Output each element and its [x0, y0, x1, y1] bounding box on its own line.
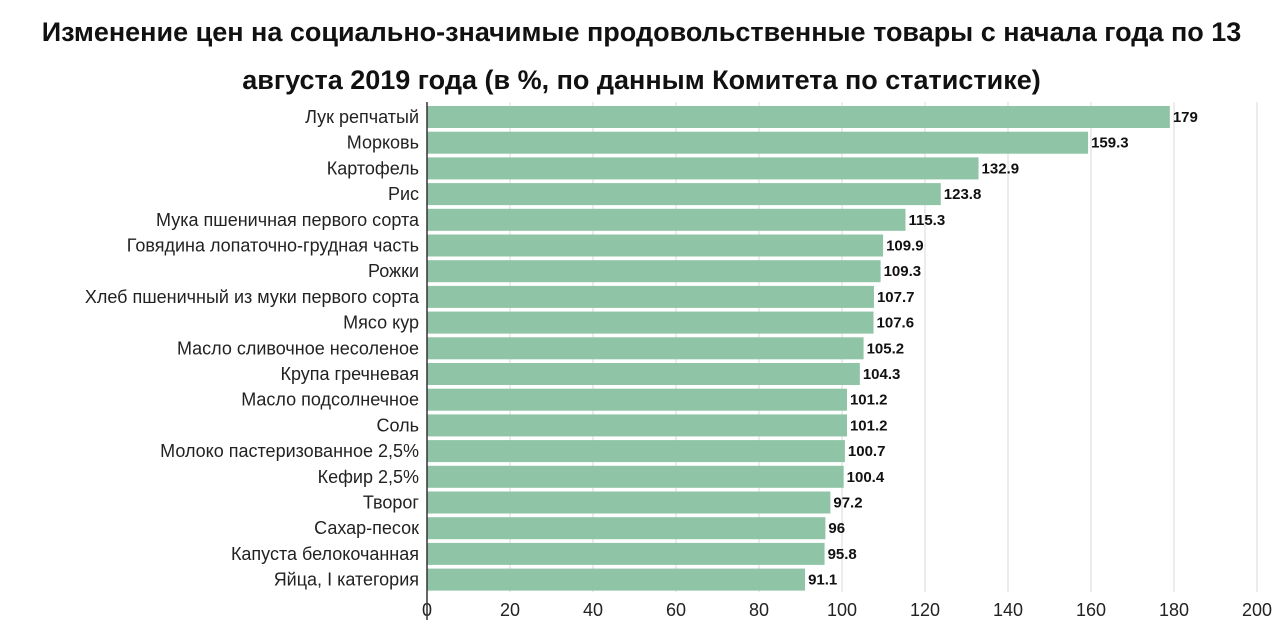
value-label: 101.2: [850, 417, 888, 434]
bar: [427, 285, 874, 308]
x-tick-label: 20: [500, 600, 520, 620]
bar: [427, 363, 860, 385]
value-label: 104.3: [863, 366, 901, 383]
category-labels: Лук репчатый Морковь Картофель Рис Мука пшен…: [85, 107, 420, 590]
bars: [427, 106, 1170, 591]
chart-title: Изменение цен на социально-значимые прод…: [41, 17, 1242, 95]
x-tick-label: 200: [1242, 600, 1272, 620]
bar: [427, 260, 881, 283]
bar: [427, 131, 1089, 154]
bar: [427, 157, 979, 180]
bar: [427, 234, 884, 257]
category-label: Яйца, I категория: [274, 570, 419, 590]
x-tick-label: 160: [1076, 600, 1106, 620]
value-label: 123.8: [944, 186, 982, 203]
bar: [427, 517, 826, 540]
value-label: 95.8: [828, 546, 857, 563]
bar: [427, 311, 874, 334]
bar: [427, 106, 1170, 128]
bar: [427, 183, 941, 206]
value-label: 91.1: [808, 572, 837, 589]
category-label: Капуста белокочанная: [231, 544, 419, 564]
bar: [427, 414, 847, 437]
bar: [427, 568, 806, 591]
category-label: Мясо кур: [343, 313, 419, 333]
bar: [427, 337, 864, 360]
category-label: Морковь: [347, 133, 419, 153]
x-axis: 020406080100120140160180200: [422, 102, 1272, 620]
value-label: 109.3: [884, 263, 922, 280]
category-label: Масло подсолнечное: [241, 390, 419, 410]
bar: [427, 465, 844, 488]
category-label: Лук репчатый: [305, 107, 419, 127]
x-tick-label: 40: [583, 600, 603, 620]
value-label: 115.3: [908, 212, 945, 229]
x-tick-label: 180: [1159, 600, 1189, 620]
category-label: Соль: [377, 415, 420, 435]
value-label: 109.9: [886, 238, 924, 255]
category-label: Рожки: [368, 261, 419, 281]
x-tick-label: 100: [827, 600, 857, 620]
category-label: Масло сливочное несоленое: [177, 338, 419, 358]
value-label: 100.7: [848, 443, 886, 460]
category-label: Кефир 2,5%: [318, 467, 419, 487]
category-label: Хлеб пшеничный из муки первого сорта: [85, 287, 420, 307]
value-label: 96: [828, 520, 845, 537]
category-label: Говядина лопаточно-грудная часть: [127, 236, 419, 256]
value-label: 132.9: [982, 160, 1020, 177]
category-label: Сахар-песок: [314, 518, 419, 538]
value-label: 107.6: [877, 315, 915, 332]
value-label: 101.2: [850, 392, 888, 409]
category-label: Мука пшеничная первого сорта: [156, 210, 420, 230]
x-tick-label: 120: [910, 600, 940, 620]
value-label: 107.7: [877, 289, 915, 306]
value-label: 159.3: [1091, 135, 1129, 152]
value-label: 100.4: [847, 469, 885, 486]
category-label: Крупа гречневая: [281, 364, 420, 384]
category-label: Рис: [388, 184, 419, 204]
value-label: 105.2: [867, 340, 905, 357]
category-label: Творог: [363, 493, 420, 513]
bar: [427, 440, 845, 463]
x-tick-label: 60: [666, 600, 686, 620]
category-label: Молоко пастеризованное 2,5%: [160, 441, 419, 461]
bar: [427, 388, 847, 411]
value-label: 179: [1173, 109, 1198, 126]
x-tick-label: 80: [749, 600, 769, 620]
bar: [427, 208, 906, 231]
bar: [427, 491, 831, 514]
bar: [427, 542, 825, 565]
x-tick-label: 140: [993, 600, 1023, 620]
category-label: Картофель: [327, 158, 419, 178]
value-label: 97.2: [833, 495, 862, 512]
